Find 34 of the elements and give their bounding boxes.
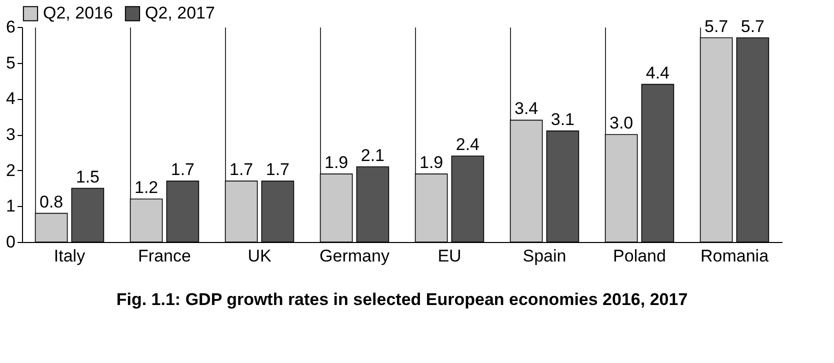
x-tick-label: Romania [700, 246, 770, 266]
data-label: 5.7 [740, 16, 765, 36]
data-label: 3.4 [514, 99, 538, 118]
x-tick-label: EU [438, 246, 462, 266]
legend-label: Q2, 2016 [43, 4, 113, 23]
x-tick-label: Italy [54, 246, 86, 266]
data-label: 0.8 [39, 192, 64, 212]
data-label: 3.0 [609, 114, 634, 132]
data-label: 1.7 [266, 160, 290, 180]
data-label: 1.5 [76, 167, 100, 186]
x-tick-label: Spain [522, 246, 566, 266]
data-label: 3.1 [550, 110, 575, 129]
x-tick-label: Poland [613, 246, 666, 266]
text: Fig. 1.1: GDP growth rates in selected European economies 2016, 2017 [116, 290, 688, 309]
data-label: 1.9 [419, 152, 444, 172]
legend-label: Q2, 2017 [145, 4, 215, 23]
y-tick-label: 5 [6, 53, 16, 72]
data-label: 4.4 [646, 63, 670, 82]
data-label: 5.7 [704, 16, 728, 36]
data-label: 1.7 [229, 160, 254, 180]
y-tick-label: 1 [6, 196, 16, 216]
y-tick-label: 0 [6, 232, 16, 252]
data-label: 2.4 [456, 135, 480, 154]
data-label: 1.2 [134, 178, 158, 197]
y-tick-label: 6 [6, 18, 16, 36]
data-label: 1.7 [170, 160, 195, 180]
data-label: 2.1 [360, 146, 385, 165]
y-tick-label: 4 [6, 89, 16, 108]
y-tick-label: 3 [6, 125, 16, 144]
x-tick-label: UK [248, 246, 272, 266]
x-tick-label: Germany [320, 246, 390, 266]
data-label: 1.9 [324, 152, 348, 172]
x-tick-label: France [138, 246, 191, 266]
y-tick-label: 2 [6, 160, 16, 180]
